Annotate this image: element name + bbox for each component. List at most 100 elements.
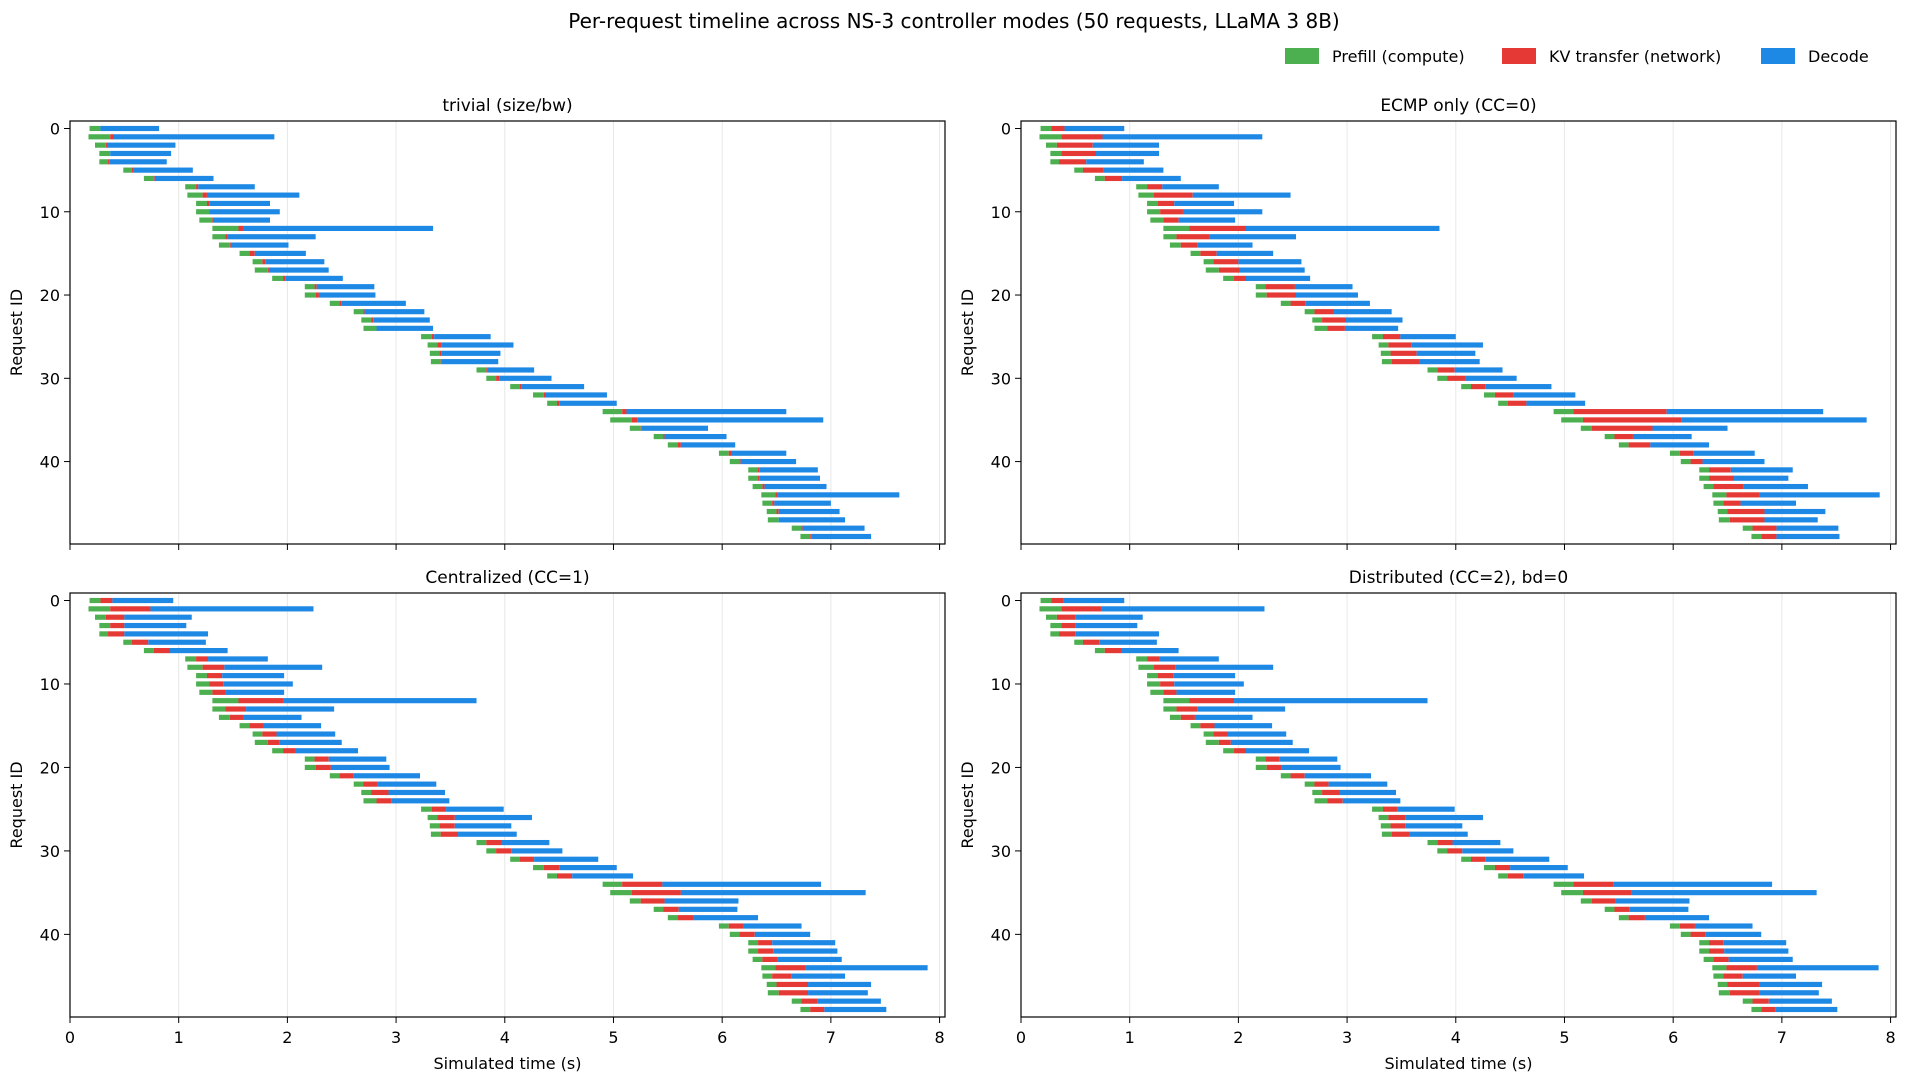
prefill-bar — [602, 881, 623, 887]
prefill-bar — [254, 739, 268, 745]
kv-transfer-bar — [1082, 639, 1100, 645]
prefill-bar — [1074, 167, 1083, 173]
kv-transfer-bar — [238, 225, 244, 231]
decode-bar — [330, 764, 390, 771]
decode-bar — [1075, 614, 1143, 620]
kv-transfer-bar — [1709, 475, 1735, 481]
prefill-bar — [329, 773, 340, 779]
prefill-bar — [196, 209, 210, 215]
decode-bar — [693, 915, 759, 921]
decode-bar — [1454, 367, 1503, 373]
decode-bar — [243, 225, 434, 231]
prefill-bar — [218, 714, 230, 720]
prefill-bar — [791, 525, 802, 531]
decode-bar — [559, 865, 617, 871]
kv-transfer-bar — [108, 159, 110, 165]
legend-kv-label: KV transfer (network) — [1549, 47, 1721, 66]
prefill-bar — [1205, 267, 1219, 273]
decode-bar — [626, 409, 787, 415]
decode-bar — [1405, 823, 1463, 829]
kv-transfer-bar — [229, 242, 231, 248]
decode-bar — [124, 614, 192, 620]
kv-transfer-bar — [1713, 956, 1729, 962]
prefill-bar — [1039, 606, 1062, 612]
decode-bar — [1411, 342, 1483, 348]
decode-bar — [377, 781, 437, 787]
kv-transfer-bar — [1059, 159, 1087, 165]
decode-bar — [1279, 756, 1338, 762]
prefill-bar — [486, 848, 497, 854]
kv-transfer-bar — [1471, 856, 1486, 862]
decode-bar — [545, 392, 607, 398]
decode-bar — [434, 334, 491, 340]
kv-transfer-bar — [1104, 175, 1123, 182]
prefill-bar — [1312, 317, 1323, 323]
decode-bar — [534, 856, 599, 862]
kv-transfer-bar — [728, 450, 732, 456]
prefill-bar — [1712, 492, 1727, 498]
kv-transfer-bar — [1573, 409, 1667, 415]
prefill-bar — [1703, 956, 1714, 962]
prefill-bar — [199, 689, 213, 695]
decode-bar — [225, 689, 285, 695]
prefill-bar — [1280, 773, 1291, 779]
decode-bar — [341, 300, 406, 306]
kv-transfer-bar — [202, 664, 225, 670]
prefill-bar — [1380, 350, 1391, 356]
kv-transfer-bar — [1061, 622, 1076, 629]
decode-bar — [521, 384, 585, 390]
decode-bar — [1510, 865, 1568, 871]
panel-title: trivial (size/bw) — [442, 96, 572, 116]
decode-bar — [243, 714, 302, 720]
prefill-bar — [252, 259, 263, 265]
kv-transfer-bar — [1709, 467, 1731, 473]
decode-bar — [680, 890, 866, 896]
decode-bar — [1513, 392, 1576, 398]
x-axis-label: Simulated time (s) — [1385, 1054, 1533, 1073]
prefill-bar — [99, 150, 111, 157]
prefill-bar — [1147, 200, 1158, 207]
decode-bar — [295, 748, 359, 754]
prefill-bar — [1255, 764, 1267, 771]
prefill-bar — [1713, 973, 1724, 979]
kv-transfer-bar — [1723, 500, 1741, 506]
y-tick-label: 30 — [40, 369, 60, 388]
prefill-bar — [1378, 814, 1389, 821]
prefill-bar — [1050, 159, 1060, 165]
kv-transfer-bar — [1147, 184, 1163, 190]
kv-transfer-bar — [775, 965, 806, 971]
axes-frame — [1020, 592, 1897, 1018]
prefill-bar — [762, 500, 773, 506]
decode-bar — [1485, 384, 1552, 390]
kv-transfer-bar — [315, 764, 331, 771]
prefill-bar — [1163, 225, 1190, 231]
kv-transfer-bar — [110, 622, 125, 629]
decode-bar — [808, 981, 872, 988]
prefill-bar — [1147, 681, 1161, 687]
kv-transfer-bar — [1314, 309, 1335, 315]
y-tick-label: 20 — [991, 286, 1011, 305]
decode-bar — [1296, 292, 1358, 298]
prefill-bar — [767, 517, 779, 523]
decode-bar — [1759, 981, 1823, 988]
x-tick-label: 6 — [1668, 1028, 1678, 1047]
kv-transfer-bar — [1591, 898, 1616, 904]
kv-transfer-bar — [1234, 275, 1246, 281]
kv-transfer-bar — [440, 831, 459, 837]
kv-transfer-bar — [437, 814, 455, 821]
decode-bar — [1238, 259, 1302, 265]
prefill-bar — [1039, 134, 1062, 140]
decode-bar — [110, 150, 172, 157]
prefill-bar — [1147, 673, 1158, 679]
prefill-bar — [143, 648, 154, 654]
decode-bar — [1063, 597, 1125, 604]
decode-bar — [501, 839, 550, 846]
decode-bar — [1759, 990, 1819, 996]
prefill-bar — [767, 990, 779, 996]
prefill-bar — [1618, 915, 1629, 921]
kv-transfer-bar — [1723, 973, 1743, 979]
prefill-bar — [430, 359, 441, 365]
decode-bar — [1173, 673, 1236, 679]
decode-bar — [1075, 631, 1160, 637]
kv-transfer-bar — [1628, 442, 1651, 448]
